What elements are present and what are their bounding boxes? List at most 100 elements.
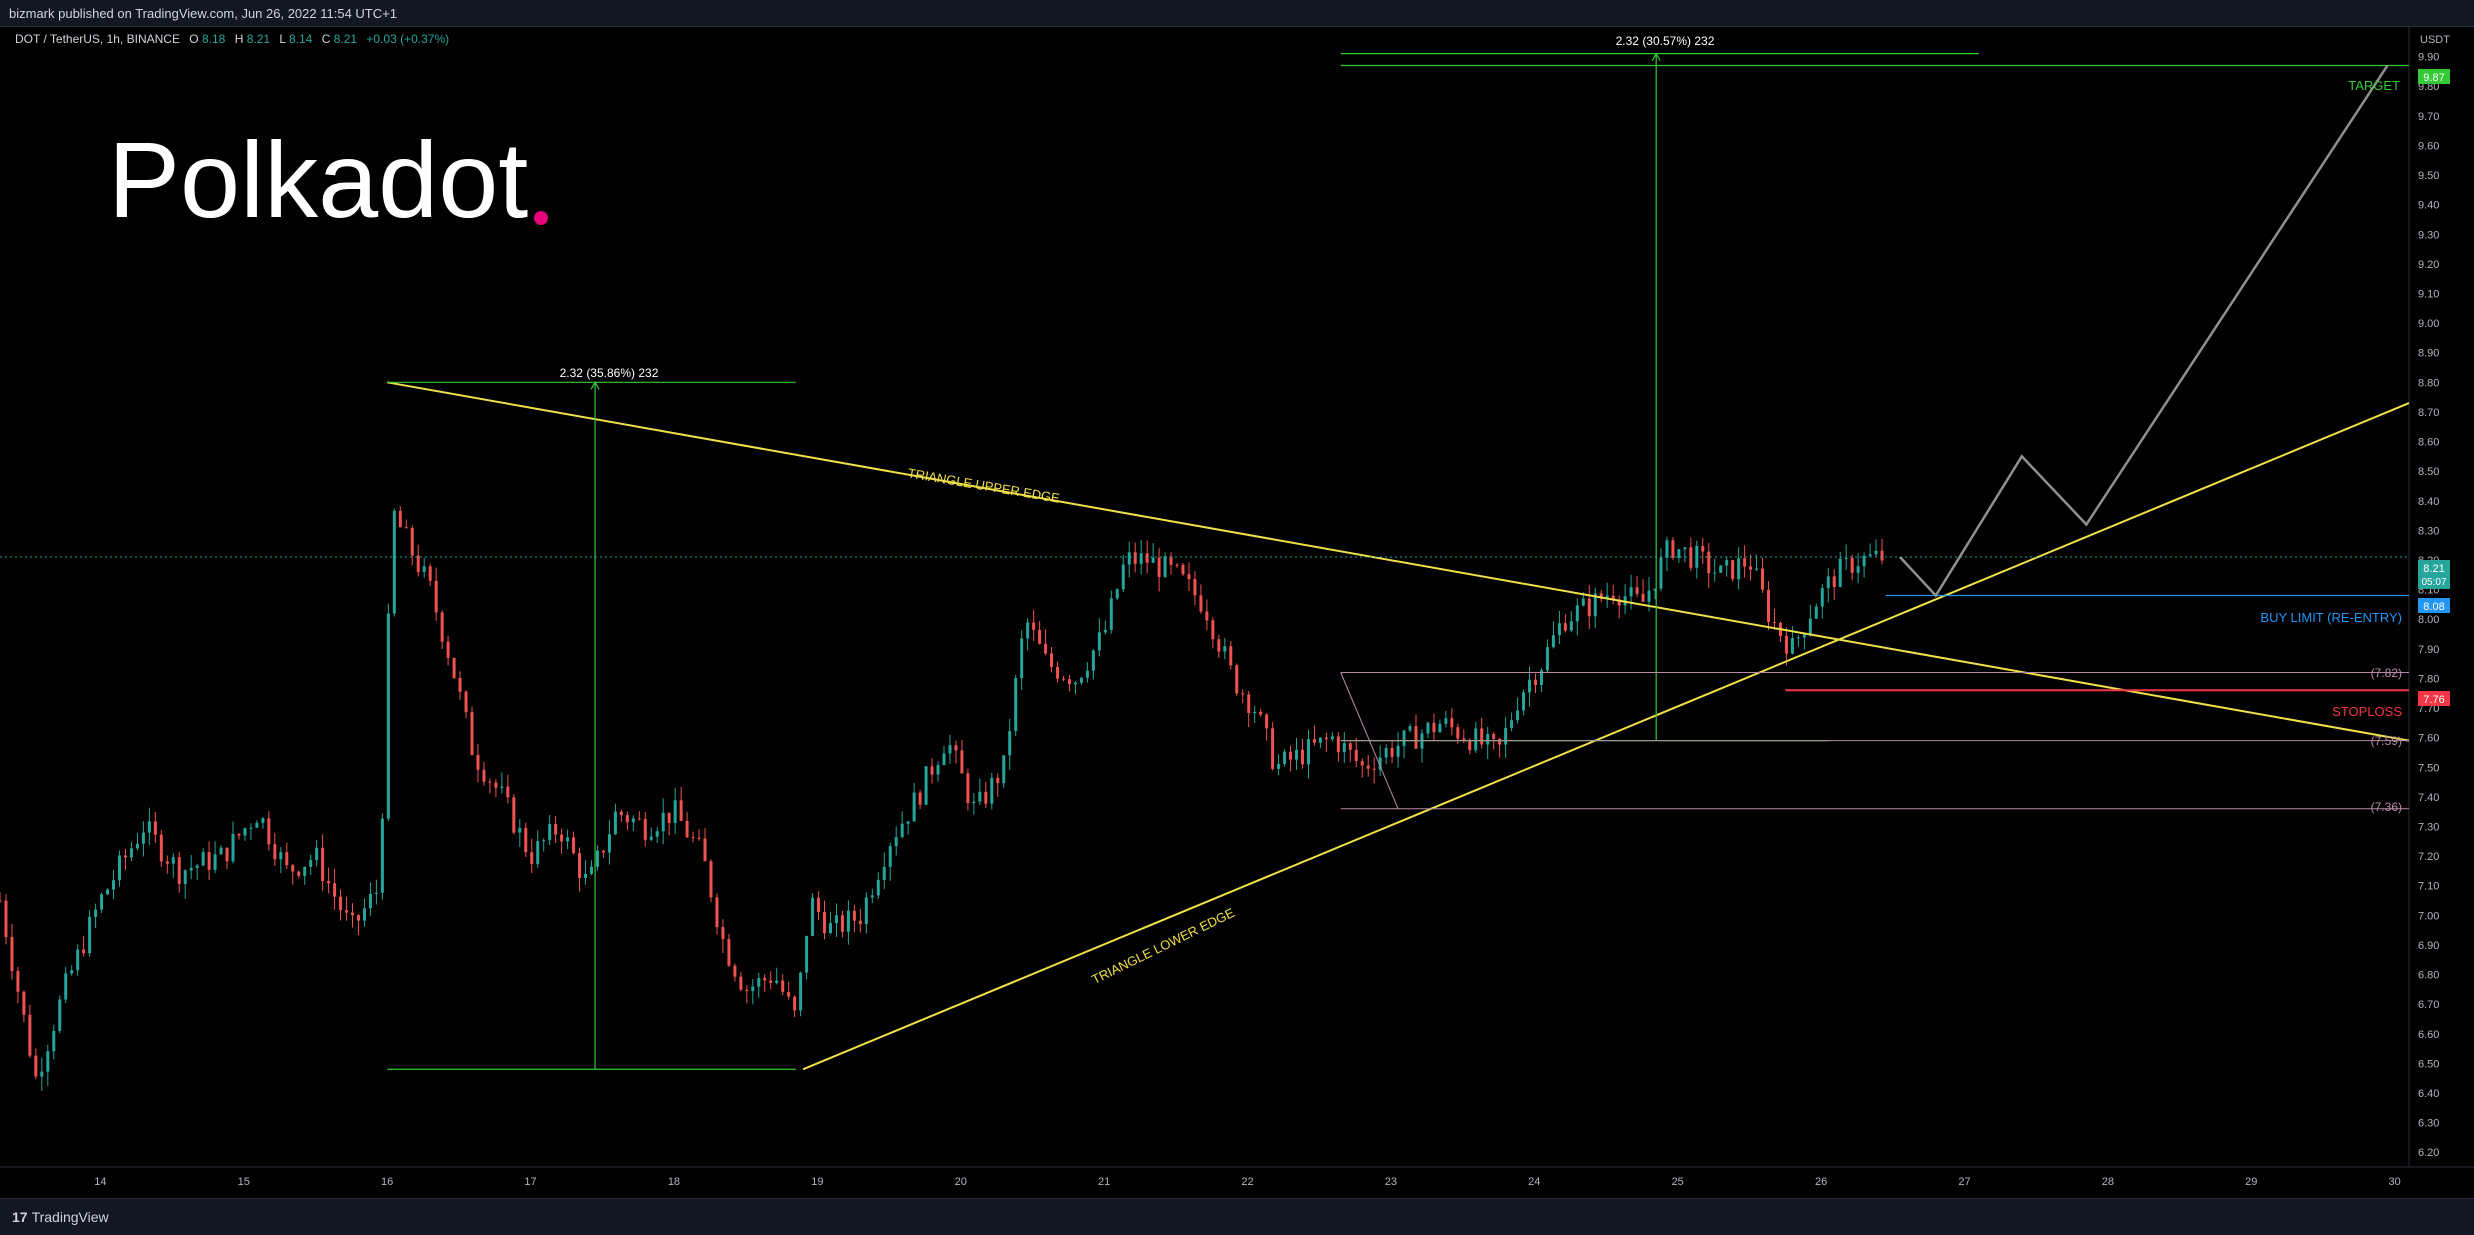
candle-up-body <box>112 880 116 890</box>
candle-down-body <box>1193 579 1197 596</box>
candle-up-body <box>1545 647 1549 671</box>
candle-up-body <box>500 786 504 788</box>
candle-up-body <box>147 821 151 833</box>
candle-down-body <box>1056 666 1060 679</box>
candle-up-body <box>70 970 74 974</box>
candle-down-body <box>1205 611 1209 621</box>
candle-up-body <box>1569 621 1573 631</box>
candle-down-body <box>434 580 438 613</box>
candle-down-body <box>1689 547 1693 568</box>
candle-down-body <box>1731 560 1735 580</box>
candle-up-body <box>1438 723 1442 733</box>
candle-down-body <box>159 834 163 862</box>
measure-arrowhead-icon <box>590 381 600 390</box>
price-tick-label: 8.60 <box>2418 437 2439 449</box>
candle-down-body <box>237 833 241 836</box>
change-value: +0.03 (+0.37%) <box>366 32 449 46</box>
candle-up-body <box>536 840 540 864</box>
candle-down-body <box>637 818 641 820</box>
candle-up-body <box>1091 650 1095 671</box>
price-tick-label: 6.20 <box>2418 1147 2439 1159</box>
candle-up-body <box>1253 711 1257 714</box>
candle-up-body <box>1277 763 1281 769</box>
candle-up-body <box>1223 646 1227 652</box>
candle-down-body <box>721 927 725 940</box>
symbol-name: DOT / TetherUS, 1h, BINANCE <box>15 32 180 46</box>
price-tick-label: 9.70 <box>2418 111 2439 123</box>
candle-up-body <box>595 850 599 867</box>
price-chart[interactable]: USDT 9.90 9.80 9.70 9.60 9.50 9.40 9.30 9.20 9.1… <box>0 27 2474 1197</box>
candle-up-body <box>1396 745 1400 757</box>
candle-down-body <box>482 769 486 782</box>
candle-up-body <box>876 879 880 896</box>
candle-up-body <box>990 777 994 804</box>
candle-up-body <box>231 833 235 862</box>
candle-down-body <box>1414 726 1418 749</box>
low-label: L <box>279 32 286 46</box>
candle-down-body <box>428 566 432 581</box>
candle-down-body <box>0 900 2 902</box>
candle-up-body <box>1318 737 1322 743</box>
tradingview-logo[interactable]: 17 TradingView <box>12 1209 109 1225</box>
chart-area[interactable]: USDT 9.90 9.80 9.70 9.60 9.50 9.40 9.30 9.20 9.1… <box>0 27 2474 1197</box>
candle-down-body <box>416 555 420 573</box>
candle-up-body <box>900 823 904 838</box>
buy-limit-price-tag-text: 8.08 <box>2423 601 2444 613</box>
published-text: bizmark published on TradingView.com, Ju… <box>9 6 397 21</box>
time-tick-label: 14 <box>94 1176 106 1188</box>
candle-down-body <box>1432 722 1436 733</box>
candle-up-body <box>249 827 253 829</box>
price-tick-label: 9.50 <box>2418 170 2439 182</box>
current-price-tag-text: 8.21 <box>2423 563 2444 575</box>
candle-up-body <box>1127 552 1131 565</box>
candle-up-body <box>811 897 815 936</box>
candle-down-body <box>273 844 277 860</box>
candle-up-body <box>76 949 80 971</box>
candle-up-body <box>846 910 850 932</box>
candle-up-body <box>1486 733 1490 745</box>
candle-down-body <box>1044 643 1048 654</box>
candle-up-body <box>1079 677 1083 683</box>
candle-down-body <box>321 847 325 882</box>
candle-up-body <box>1814 606 1818 619</box>
candle-down-body <box>1372 768 1376 770</box>
candle-down-body <box>1599 593 1603 599</box>
price-tick-label: 7.40 <box>2418 792 2439 804</box>
price-tick-label: 6.90 <box>2418 940 2439 952</box>
candle-up-body <box>1085 670 1089 678</box>
candle-up-body <box>1121 564 1125 590</box>
candle-up-body <box>1073 682 1077 685</box>
price-tick-label: 9.00 <box>2418 318 2439 330</box>
bar-countdown: 05:07 <box>2421 577 2446 588</box>
candle-up-body <box>542 840 546 842</box>
candle-down-body <box>494 782 498 788</box>
candle-down-body <box>339 896 343 911</box>
price-tick-label: 7.30 <box>2418 821 2439 833</box>
candle-up-body <box>972 801 976 804</box>
target-label: TARGET <box>2348 78 2400 93</box>
candle-up-body <box>183 870 187 885</box>
candle-up-body <box>1306 739 1310 765</box>
drawings-layer[interactable] <box>0 52 2410 1071</box>
candle-down-body <box>1480 728 1484 745</box>
candle-down-body <box>781 980 785 992</box>
candle-down-body <box>685 820 689 838</box>
candle-down-body <box>739 976 743 990</box>
price-axis-ticks[interactable]: 9.90 9.80 9.70 9.60 9.50 9.40 9.30 9.20 9.10 9.00… <box>2418 52 2439 1160</box>
price-tick-label: 9.40 <box>2418 200 2439 212</box>
candle-down-body <box>996 777 1000 784</box>
candle-up-body <box>1653 588 1657 591</box>
candle-up-body <box>584 874 588 878</box>
polkadot-logo-dot <box>534 211 548 225</box>
time-tick-label: 20 <box>955 1176 967 1188</box>
time-axis-ticks[interactable]: 14 15 16 17 18 19 20 21 22 23 24 25 26 27 28 29 30 <box>94 1176 2401 1188</box>
candle-down-body <box>817 897 821 913</box>
candlestick-series[interactable] <box>0 506 1884 1091</box>
candle-up-body <box>1139 553 1143 564</box>
candle-up-body <box>828 923 832 934</box>
candle-down-body <box>852 910 856 921</box>
candle-down-body <box>1456 727 1460 739</box>
candle-up-body <box>912 792 916 822</box>
candle-down-body <box>1211 620 1215 640</box>
candle-down-body <box>715 897 719 928</box>
